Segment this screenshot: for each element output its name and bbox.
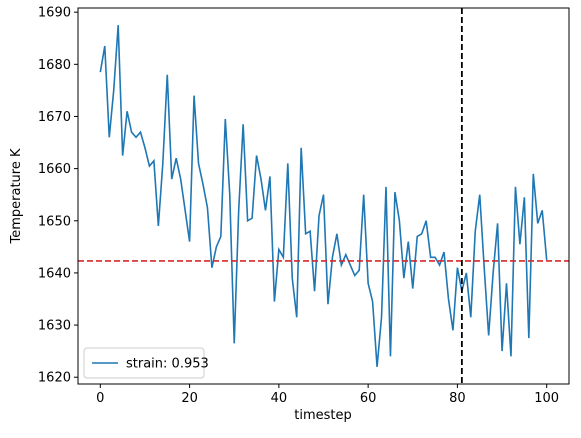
line-series [99, 25, 548, 367]
x-axis-label: timestep [294, 408, 352, 423]
y-tick-label: 1660 [38, 162, 71, 177]
x-tick-label: 100 [534, 391, 559, 406]
y-tick-label: 1680 [38, 58, 71, 73]
x-tick-label: 80 [449, 391, 466, 406]
legend-box [83, 347, 205, 379]
plot-frame [77, 7, 570, 385]
x-tick-label: 0 [96, 391, 104, 406]
y-tick-label: 1630 [38, 319, 71, 334]
y-tick-label: 1620 [38, 371, 71, 386]
x-tick-label: 40 [271, 391, 288, 406]
x-tick-label: 60 [360, 391, 377, 406]
legend-label: strain: 0.953 [126, 357, 209, 372]
y-axis-label: Temperature K [9, 148, 24, 244]
x-tick-label: 20 [181, 391, 198, 406]
y-tick-label: 1650 [38, 214, 71, 229]
y-tick-label: 1670 [38, 110, 71, 125]
y-tick-label: 1640 [38, 266, 71, 281]
y-tick-label: 1690 [38, 6, 71, 21]
